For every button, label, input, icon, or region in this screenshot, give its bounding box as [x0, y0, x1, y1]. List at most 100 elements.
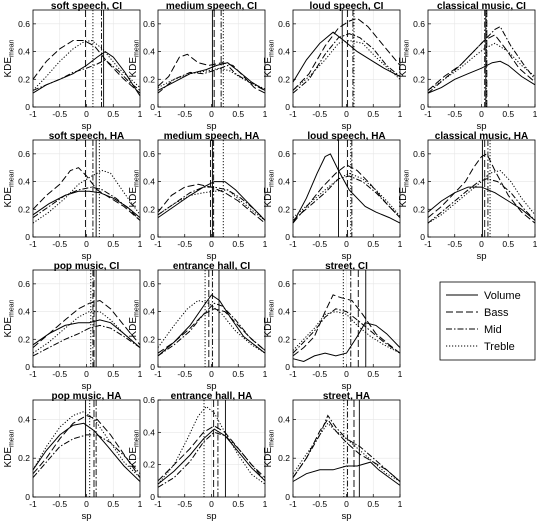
- subplot-title: medium speech, CI: [166, 1, 257, 12]
- y-axis-label: KDEmean: [263, 299, 276, 337]
- series-line-treble: [157, 299, 266, 354]
- series-line-volume: [157, 62, 266, 91]
- x-tick-label: 1: [398, 239, 403, 249]
- y-tick-label: 0: [25, 362, 30, 372]
- y-tick-label: 0: [150, 492, 155, 502]
- x-tick-label: -1: [154, 109, 162, 119]
- y-tick-label: 0: [420, 102, 425, 112]
- x-tick-label: 0.5: [232, 239, 244, 249]
- x-tick-label: 0.5: [107, 499, 119, 509]
- y-tick-label: 0: [150, 362, 155, 372]
- x-tick-label: -1: [154, 499, 162, 509]
- x-tick-label: 0.5: [232, 369, 244, 379]
- y-tick-label: 0.6: [143, 395, 155, 405]
- x-tick-label: 1: [138, 499, 143, 509]
- subplot-title: soft speech, CI: [51, 1, 122, 12]
- series-line-volume: [427, 186, 536, 221]
- subplot-title: loud speech, CI: [310, 1, 384, 12]
- y-axis-label: KDEmean: [263, 39, 276, 77]
- x-tick-label: -0.5: [447, 239, 462, 249]
- series-line-treble: [32, 411, 141, 478]
- series-line-mid: [157, 186, 266, 221]
- x-tick-label: -0.5: [52, 109, 67, 119]
- series-line-mid: [292, 414, 401, 482]
- y-tick-label: 0.4: [18, 47, 30, 57]
- subplot-14: -1 -0.5 0 0.5 1 0 0.2 0.4 street, HA sp KDEmean: [263, 391, 403, 522]
- y-axis-label: KDEmean: [398, 169, 411, 207]
- x-tick-label: -1: [154, 369, 162, 379]
- series-line-bass: [32, 167, 141, 221]
- y-tick-label: 0: [420, 232, 425, 242]
- y-tick-label: 0.2: [18, 453, 30, 463]
- x-tick-label: 1: [138, 239, 143, 249]
- subplot-7: -1 -0.5 0 0.5 1 0 0.2 0.4 0.6 loud speech, HA sp KD…: [263, 131, 403, 262]
- x-tick-label: -1: [29, 499, 37, 509]
- subplot-5: -1 -0.5 0 0.5 1 0 0.2 0.4 0.6 soft speech, HA sp KD…: [3, 131, 143, 262]
- x-tick-label: 0.5: [232, 109, 244, 119]
- x-tick-label: 1: [533, 109, 538, 119]
- x-tick-label: 1: [263, 239, 268, 249]
- subplot-8: -1 -0.5 0 0.5 1 0 0.2 0.4 0.6 classical music, HA…: [398, 131, 538, 262]
- x-tick-label: -1: [29, 369, 37, 379]
- legend: Volume Bass Mid Treble: [439, 281, 536, 361]
- y-tick-label: 0.4: [18, 414, 30, 424]
- series-line-mid: [32, 434, 141, 478]
- series-line-volume: [292, 461, 401, 486]
- series-line-mid: [292, 33, 401, 94]
- y-tick-label: 0.2: [18, 74, 30, 84]
- series-line-mid: [32, 324, 141, 357]
- x-tick-label: -0.5: [52, 369, 67, 379]
- series-line-treble: [157, 405, 266, 485]
- y-tick-label: 0.2: [143, 204, 155, 214]
- series-line-volume: [292, 31, 401, 83]
- series-line-bass: [292, 294, 401, 357]
- x-tick-label: -0.5: [312, 499, 327, 509]
- y-tick-label: 0.4: [413, 177, 425, 187]
- series-line-mid: [427, 25, 536, 94]
- x-tick-label: 0: [209, 109, 214, 119]
- series-line-bass: [427, 153, 536, 224]
- x-tick-label: -0.5: [177, 499, 192, 509]
- subplot-title: entrance hall, CI: [173, 261, 250, 272]
- y-tick-label: 0.2: [143, 460, 155, 470]
- y-tick-label: 0.2: [278, 334, 290, 344]
- y-tick-label: 0.4: [413, 47, 425, 57]
- x-axis-label: sp: [341, 121, 351, 132]
- x-tick-label: 0.5: [367, 499, 379, 509]
- x-tick-label: 0.5: [367, 239, 379, 249]
- x-axis-label: sp: [341, 381, 351, 392]
- y-tick-label: 0.2: [18, 334, 30, 344]
- y-tick-label: 0.6: [18, 149, 30, 159]
- series-line-mid: [32, 186, 141, 221]
- x-tick-label: -1: [289, 239, 297, 249]
- subplot-title: pop music, CI: [54, 261, 120, 272]
- x-tick-label: 0: [344, 499, 349, 509]
- x-axis-label: sp: [341, 511, 351, 522]
- x-tick-label: 0.5: [107, 239, 119, 249]
- x-axis-label: sp: [81, 121, 91, 132]
- y-axis-label: KDEmean: [398, 39, 411, 77]
- y-tick-label: 0.4: [18, 307, 30, 317]
- x-tick-label: 1: [138, 369, 143, 379]
- x-tick-label: 1: [263, 109, 268, 119]
- x-tick-label: 0: [84, 109, 89, 119]
- x-axis-label: sp: [206, 121, 216, 132]
- x-tick-label: 0: [84, 239, 89, 249]
- x-tick-label: -1: [289, 499, 297, 509]
- x-tick-label: -0.5: [312, 369, 327, 379]
- y-tick-label: 0.2: [143, 74, 155, 84]
- y-axis-label: KDEmean: [3, 299, 16, 337]
- x-tick-label: -1: [289, 369, 297, 379]
- y-axis-label: KDEmean: [128, 169, 141, 207]
- x-tick-label: 1: [138, 109, 143, 119]
- legend-label-treble: Treble: [484, 341, 515, 353]
- x-axis-label: sp: [206, 511, 216, 522]
- series-line-volume: [32, 422, 141, 482]
- y-tick-label: 0: [25, 102, 30, 112]
- x-tick-label: -0.5: [177, 239, 192, 249]
- series-line-mid: [292, 308, 401, 354]
- x-axis-label: sp: [81, 251, 91, 262]
- y-tick-label: 0: [285, 492, 290, 502]
